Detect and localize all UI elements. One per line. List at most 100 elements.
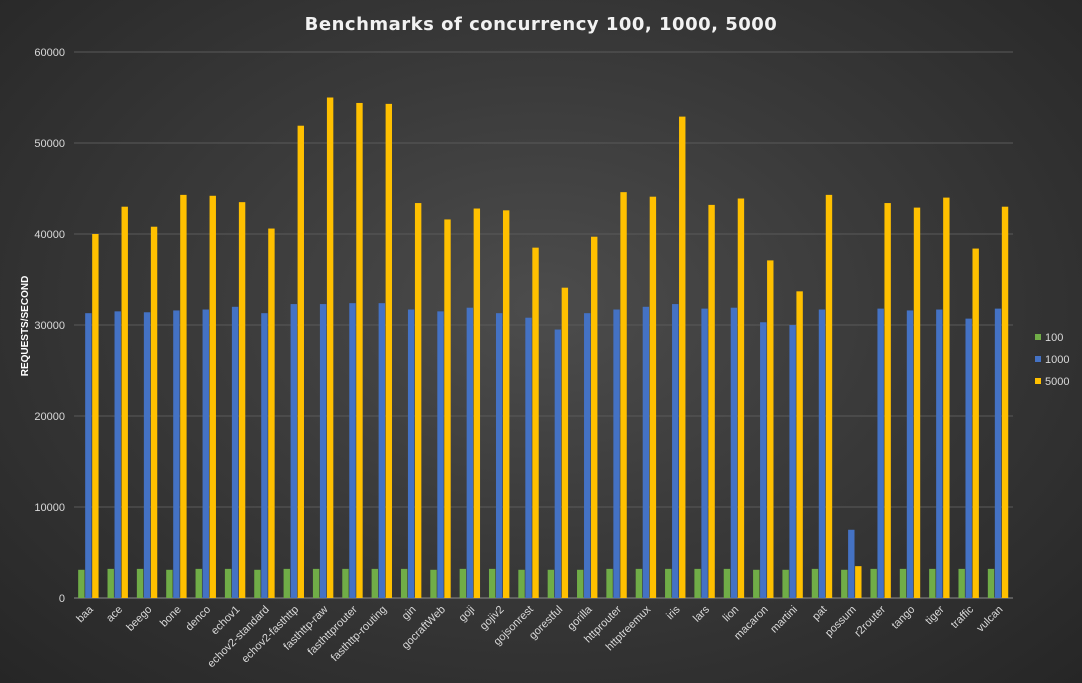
legend-swatch: [1035, 356, 1041, 362]
bar-r2router-100: [870, 568, 877, 598]
y-tick-label: 60000: [34, 47, 65, 59]
x-tick-label: tango: [889, 604, 917, 632]
chart-title: Benchmarks of concurrency 100, 1000, 500…: [305, 14, 778, 35]
bar-fasthttprouter-1000: [349, 303, 356, 598]
bar-macaron-100: [753, 569, 760, 598]
bar-possum-100: [841, 569, 848, 598]
bar-gojsonrest-1000: [525, 317, 532, 598]
bar-httptreemux-1000: [642, 306, 650, 598]
bar-gorilla-1000: [584, 313, 591, 598]
bar-tiger-100: [929, 568, 936, 598]
x-tick-label: tiger: [923, 603, 947, 627]
bar-ace-100: [107, 568, 114, 598]
bar-echov2-fasthttp-1000: [290, 304, 297, 598]
x-tick-label: pat: [810, 604, 829, 623]
bar-beego-1000: [143, 312, 151, 598]
bar-gorilla-5000: [591, 236, 598, 599]
bar-traffic-5000: [972, 248, 979, 598]
bar-echov2-fasthttp-5000: [297, 125, 304, 599]
bar-iris-100: [665, 568, 672, 598]
bar-echov1-1000: [231, 306, 239, 598]
bar-pat-5000: [825, 194, 833, 598]
legend-swatch: [1035, 334, 1041, 340]
bar-r2router-5000: [884, 203, 891, 598]
bar-fasthttp-routing-1000: [378, 303, 386, 598]
y-tick-label: 10000: [34, 502, 65, 514]
bar-httprouter-100: [606, 568, 613, 598]
bar-gorestful-5000: [561, 287, 569, 598]
x-tick-label: lars: [691, 603, 712, 624]
bar-bone-5000: [180, 194, 187, 598]
bar-denco-100: [195, 568, 202, 598]
bar-r2router-1000: [877, 308, 884, 598]
bar-gin-1000: [407, 309, 415, 598]
bar-fasthttp-routing-5000: [385, 103, 393, 599]
bar-martini-100: [782, 569, 789, 598]
legend-label: 100: [1045, 332, 1063, 344]
bar-echov2-fasthttp-100: [283, 568, 290, 598]
x-tick-label: ace: [104, 604, 125, 625]
bar-baa-1000: [85, 313, 92, 598]
bar-lion-100: [723, 568, 731, 598]
bar-baa-100: [78, 569, 85, 598]
bar-vulcan-100: [987, 568, 995, 598]
bar-macaron-1000: [760, 322, 767, 598]
bar-tiger-1000: [936, 309, 943, 598]
legend-label: 1000: [1045, 354, 1069, 366]
bar-martini-5000: [796, 291, 803, 598]
bar-goji-5000: [473, 208, 481, 598]
y-tick-label: 50000: [34, 138, 65, 150]
bar-httptreemux-100: [635, 568, 643, 598]
bar-lars-1000: [701, 308, 708, 598]
bar-lars-5000: [708, 204, 715, 598]
bar-httptreemux-5000: [649, 196, 657, 598]
bar-iris-1000: [672, 304, 679, 598]
bar-echov2-standard-5000: [268, 228, 275, 599]
bar-lars-100: [694, 568, 701, 598]
bar-fasthttp-raw-5000: [326, 97, 334, 598]
bar-httprouter-1000: [613, 309, 620, 598]
x-tick-label: gin: [400, 604, 419, 623]
bar-gojiv2-1000: [495, 313, 503, 598]
bar-pat-1000: [818, 309, 826, 598]
bar-iris-5000: [679, 116, 686, 599]
bar-bone-100: [166, 569, 173, 598]
bar-tango-100: [899, 568, 907, 598]
bars: [78, 97, 1009, 599]
bar-denco-5000: [209, 195, 216, 598]
bar-vulcan-1000: [994, 308, 1002, 598]
y-tick-label: 40000: [34, 229, 65, 241]
bar-gojsonrest-5000: [532, 247, 539, 598]
bar-httprouter-5000: [620, 192, 627, 598]
bar-gocraftWeb-100: [430, 569, 437, 598]
legend-swatch: [1035, 378, 1041, 384]
bar-gorilla-100: [577, 569, 584, 598]
bar-traffic-100: [958, 568, 965, 598]
bar-lion-1000: [730, 307, 738, 598]
bar-gin-5000: [414, 203, 422, 598]
y-tick-label: 0: [59, 593, 65, 605]
bar-possum-1000: [848, 529, 855, 598]
x-tick-label: traffic: [949, 603, 977, 631]
bar-gorestful-1000: [554, 329, 562, 598]
x-tick-label: vulcan: [974, 604, 1005, 635]
bar-traffic-1000: [965, 318, 972, 598]
bar-vulcan-5000: [1001, 206, 1009, 598]
bar-gorestful-100: [547, 569, 555, 598]
bar-tiger-5000: [943, 197, 950, 598]
x-tick-label: r2router: [852, 603, 888, 639]
x-tick-label: iris: [664, 603, 683, 622]
bar-gojiv2-5000: [502, 210, 510, 598]
bar-beego-5000: [150, 226, 158, 598]
bar-denco-1000: [202, 309, 209, 598]
x-tick-label: beego: [124, 604, 154, 634]
bar-gojiv2-100: [488, 568, 496, 598]
bar-tango-5000: [913, 207, 921, 599]
bar-goji-100: [459, 568, 467, 598]
bar-macaron-5000: [767, 260, 774, 598]
x-tick-label: bone: [158, 604, 184, 630]
bar-ace-1000: [114, 311, 121, 598]
bar-gojsonrest-100: [518, 569, 525, 598]
bar-bone-1000: [173, 310, 180, 598]
x-tick-label: possum: [823, 604, 859, 640]
